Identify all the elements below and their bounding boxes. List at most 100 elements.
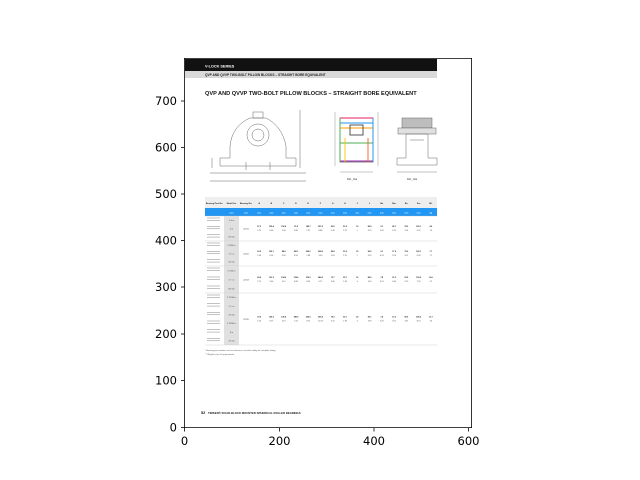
- metric-value-cell: 79.0: [404, 251, 408, 253]
- inch-value-cell: 7.52: [417, 281, 421, 283]
- table-header-cell: Shaft Dia.: [226, 202, 236, 205]
- table-header-cell: B: [271, 203, 273, 205]
- inch-value-cell: 6.80: [294, 230, 298, 232]
- metric-value-cell: 236.6: [306, 317, 311, 319]
- table-unit-cell: mm: [294, 213, 298, 215]
- table-header-row: [205, 197, 437, 208]
- metric-value-cell: 13.7: [429, 317, 433, 319]
- metric-value-cell: 78.0: [404, 226, 408, 228]
- metric-value-cell: 69.8: [331, 251, 335, 253]
- table-header-cell: Bearing Part No.: [206, 202, 224, 205]
- table-header-cell: Sm: [417, 203, 420, 205]
- x-tick-label: 200: [269, 434, 291, 448]
- inch-value-cell: 17: [430, 255, 432, 257]
- metric-value-cell: 106.8: [281, 317, 286, 319]
- inch-value-cell: ⅝: [356, 280, 358, 283]
- table-unit-cell: mm: [306, 213, 310, 215]
- metric-value-cell: 99.6: [404, 317, 408, 319]
- x-tick-label: 600: [458, 434, 480, 448]
- table-unit-cell: mm: [257, 213, 261, 215]
- inch-value-cell: 2.25: [257, 230, 261, 232]
- y-tick-label: 100: [155, 374, 177, 388]
- table-header-cell: Bo: [380, 203, 384, 205]
- bearing-no-cell: 22215: [243, 319, 249, 321]
- y-tick-label: 400: [155, 234, 177, 248]
- footnote-1: * Bearing part numbers are for reference…: [205, 349, 276, 352]
- metric-value-cell: 88.9: [282, 251, 286, 253]
- inch-value-cell: 2.00: [282, 230, 286, 232]
- inch-value-cell: 3.11: [405, 255, 409, 257]
- metric-value-cell: 88.9: [368, 277, 372, 279]
- page-background: [185, 58, 437, 428]
- table-unit-cell: kg: [430, 213, 433, 215]
- inch-value-cell: 0.79: [392, 230, 396, 232]
- metric-value-cell: 17.8: [392, 251, 396, 253]
- metric-value-cell: 165.1: [294, 251, 299, 253]
- metric-value-cell: 63.5: [257, 251, 261, 253]
- shaft-dia-cell: 2 7/16 in: [228, 270, 236, 272]
- inch-value-cell: 0.51: [392, 321, 396, 323]
- table-unit-cell: mm: [368, 213, 372, 215]
- inch-value-cell: 2.50: [257, 255, 261, 257]
- shaft-column-cell: [224, 216, 239, 241]
- inch-value-cell: ¾: [356, 254, 358, 257]
- metric-value-cell: 99.1: [368, 317, 372, 319]
- y-tick-label: 300: [155, 280, 177, 294]
- y-tick-label: 200: [155, 327, 177, 341]
- inch-value-cell: 0.20: [380, 230, 384, 232]
- footer-title: TIMKEN® SOLID-BLOCK MOUNTED SPHERICAL RO…: [208, 411, 301, 415]
- metric-value-cell: 35.1: [343, 277, 347, 279]
- table-header-cell: F: [320, 203, 322, 205]
- table-header-cell: Bm: [392, 203, 396, 205]
- shaft-dia-cell: 70 mm: [228, 314, 234, 316]
- y-tick-label: 600: [155, 141, 177, 155]
- inch-value-cell: 0.24: [380, 255, 384, 257]
- table-header-cell: Bearing No.: [240, 203, 253, 205]
- x-tick-label: 400: [363, 434, 385, 448]
- inch-value-cell: 0.60: [392, 281, 396, 283]
- shaft-dia-cell: 55 mm: [228, 262, 234, 264]
- table-unit-cell: mm: [319, 213, 323, 215]
- bearing-no-cell: 22212: [243, 253, 249, 255]
- inch-value-cell: 11.63: [318, 321, 323, 323]
- metric-value-cell: 88.9: [368, 226, 372, 228]
- series-header-bar: [185, 59, 437, 71]
- table-unit-cell: mm: [230, 213, 234, 215]
- shaft-column-cell: [224, 293, 239, 345]
- inch-value-cell: 3.13: [257, 321, 261, 323]
- metric-value-cell: 15.2: [392, 277, 396, 279]
- metric-value-cell: 20: [356, 317, 358, 319]
- shaft-column-cell: [224, 266, 239, 293]
- inch-value-cell: 3.50: [282, 255, 286, 257]
- metric-value-cell: 10.6: [429, 277, 433, 279]
- side-view-drawing: [396, 117, 438, 173]
- metric-value-cell: 6.1: [380, 251, 383, 253]
- metric-value-cell: 31.8: [343, 251, 347, 253]
- inch-value-cell: 30: [430, 321, 432, 323]
- shaft-column-cell: [224, 241, 239, 266]
- table-header-cell: J: [357, 203, 359, 205]
- metric-value-cell: 79.2: [331, 317, 335, 319]
- inch-value-cell: 3.00: [270, 281, 274, 283]
- table-unit-cell: mm: [392, 213, 396, 215]
- inch-value-cell: 9.31: [306, 321, 310, 323]
- inch-value-cell: 9.00: [319, 255, 323, 257]
- metric-value-cell: 13.0: [392, 317, 396, 319]
- inch-value-cell: 3.50: [368, 281, 372, 283]
- metric-value-cell: 246.6: [318, 276, 323, 279]
- metric-value-cell: 7.8: [380, 277, 383, 279]
- inch-value-cell: 2.63: [331, 255, 335, 257]
- table-unit-cell: mm: [282, 213, 286, 215]
- inch-value-cell: 3.25: [368, 230, 372, 232]
- metric-value-cell: 5.1: [380, 226, 383, 228]
- inch-value-cell: 22: [430, 281, 432, 283]
- metric-value-cell: 228.6: [318, 251, 323, 253]
- metric-value-cell: 165.1: [269, 251, 274, 253]
- axes-frame: [184, 58, 472, 428]
- metric-value-cell: 221.8: [318, 226, 323, 228]
- metric-value-cell: 219.2: [306, 277, 311, 279]
- page-title: QVP AND QVVP TWO-BOLT PILLOW BLOCKS – ST…: [205, 91, 417, 97]
- inch-value-cell: 9.71: [319, 281, 323, 283]
- metric-value-cell: 79.5: [257, 317, 261, 319]
- metric-value-cell: 16: [356, 277, 358, 279]
